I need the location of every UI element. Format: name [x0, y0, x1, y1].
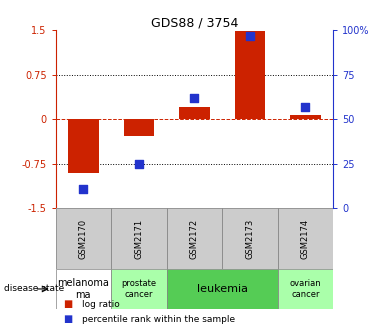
Text: GSM2174: GSM2174	[301, 218, 310, 259]
Bar	[124, 119, 154, 136]
Text: GSM2171: GSM2171	[134, 218, 143, 259]
Bar	[278, 208, 333, 269]
Bar	[290, 115, 321, 119]
Bar	[167, 208, 222, 269]
Text: GSM2173: GSM2173	[246, 218, 254, 259]
Bar	[111, 269, 167, 309]
Bar	[111, 208, 167, 269]
Text: log ratio: log ratio	[82, 300, 120, 308]
Text: GSM2172: GSM2172	[190, 218, 199, 259]
Text: percentile rank within the sample: percentile rank within the sample	[82, 315, 236, 324]
Text: disease state: disease state	[4, 285, 64, 293]
Point	[303, 104, 309, 110]
Bar	[68, 119, 98, 173]
Text: prostate
cancer: prostate cancer	[121, 279, 156, 299]
Text: GSM2170: GSM2170	[79, 218, 88, 259]
Bar	[56, 208, 111, 269]
Text: ■: ■	[63, 299, 72, 309]
Point	[247, 33, 253, 38]
Bar	[278, 269, 333, 309]
Text: ■: ■	[63, 314, 72, 324]
Title: GDS88 / 3754: GDS88 / 3754	[151, 16, 238, 29]
Text: leukemia: leukemia	[196, 284, 248, 294]
Point	[136, 161, 142, 167]
Text: melanoma
ma: melanoma ma	[57, 278, 109, 300]
Point	[80, 186, 87, 192]
Bar	[179, 108, 210, 119]
Bar	[222, 208, 278, 269]
Bar	[235, 32, 265, 119]
Bar	[56, 269, 111, 309]
Text: ovarian
cancer: ovarian cancer	[290, 279, 321, 299]
Point	[192, 95, 198, 100]
Bar	[167, 269, 278, 309]
